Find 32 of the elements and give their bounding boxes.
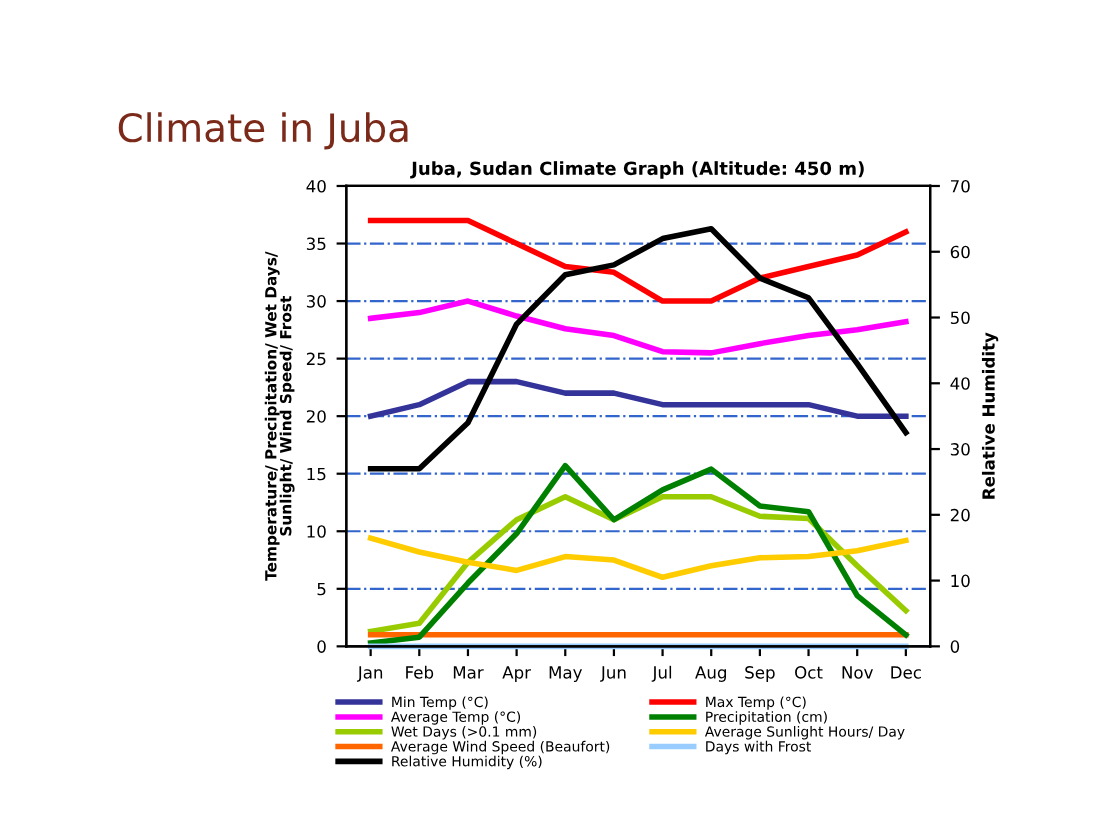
x-tick-label: Nov bbox=[842, 666, 873, 679]
y2-tick-label: 50 bbox=[950, 311, 970, 325]
y-tick-label: 30 bbox=[306, 295, 326, 308]
y2-tick-label: 20 bbox=[950, 508, 970, 522]
y2-tick-label: 70 bbox=[950, 179, 970, 193]
x-tick-label: Jul bbox=[651, 665, 672, 682]
x-tick-label: Aug bbox=[695, 666, 726, 682]
y-tick-label: 40 bbox=[306, 179, 326, 193]
y-tick-label: 5 bbox=[317, 582, 326, 596]
chart-subtitle: Juba, Sudan Climate Graph (Altitude: 450 m) bbox=[410, 161, 864, 179]
y-tick-label: 10 bbox=[307, 525, 326, 538]
x-tick-label: Feb bbox=[406, 665, 434, 679]
y-tick-label: 25 bbox=[306, 352, 326, 366]
x-tick-label: Mar bbox=[453, 666, 484, 679]
y-tick-label: 20 bbox=[306, 410, 326, 423]
y2-tick-label: 30 bbox=[950, 443, 970, 456]
x-tick-label: Oct bbox=[795, 666, 823, 679]
y-tick-label: 35 bbox=[306, 237, 326, 251]
x-tick-label: May bbox=[549, 666, 582, 682]
y-tick-label: 0 bbox=[317, 640, 326, 653]
x-tick-label: Jun bbox=[600, 666, 626, 682]
chart-title: Climate in Juba bbox=[118, 112, 408, 150]
y2-tick-label: 60 bbox=[950, 245, 970, 259]
x-tick-label: Sep bbox=[745, 666, 775, 682]
x-tick-label: Jan bbox=[356, 666, 383, 682]
x-tick-label: Apr bbox=[502, 666, 532, 682]
x-tick-label: Dec bbox=[891, 666, 921, 679]
y2-axis-title: Relative Humidity bbox=[981, 332, 999, 499]
y2-tick-label: 40 bbox=[950, 377, 970, 390]
y2-tick-label: 0 bbox=[950, 640, 960, 653]
y-tick-label: 15 bbox=[307, 467, 326, 481]
y2-tick-label: 10 bbox=[951, 574, 970, 588]
